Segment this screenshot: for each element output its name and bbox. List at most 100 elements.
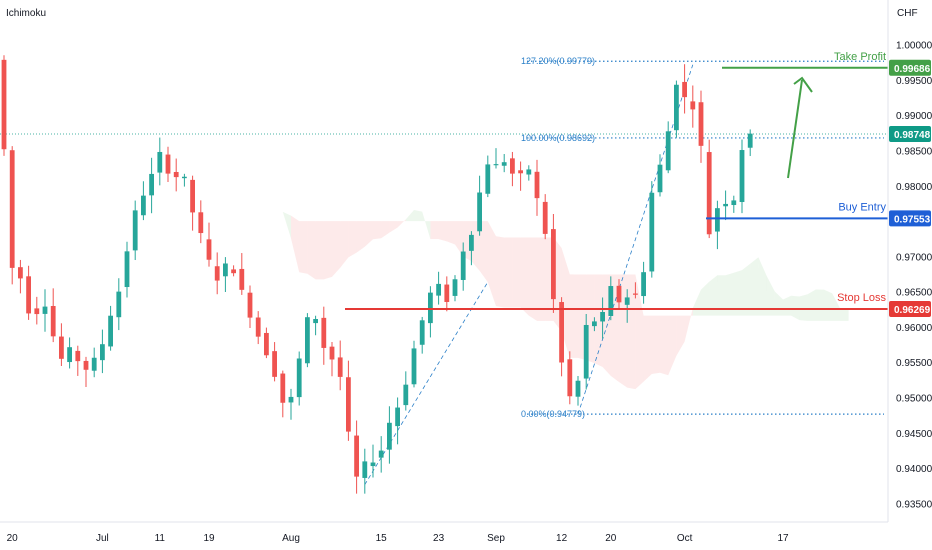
price-tick-label: 0.93500 (896, 499, 932, 510)
cloud-segment (651, 315, 660, 374)
candle-body (26, 276, 31, 314)
cloud-segment (299, 221, 308, 274)
candle-body (542, 201, 548, 234)
candle-body (641, 272, 646, 297)
candle-body (370, 462, 376, 467)
candle-body (682, 81, 687, 98)
cloud-segment (717, 275, 726, 316)
price-tick-label: 0.97000 (896, 252, 932, 263)
cloud-segment (709, 275, 718, 316)
cloud-segment (266, 198, 275, 211)
candle-body (608, 286, 614, 317)
cloud-segment (250, 189, 259, 194)
date-tick-label: 15 (376, 533, 388, 544)
candle-body (518, 170, 523, 174)
candle-body (501, 162, 507, 166)
candle-body (592, 321, 597, 327)
cloud-segment (660, 315, 669, 376)
cloud-segment (397, 219, 406, 228)
cloud-segment (479, 221, 488, 283)
cloud-segment (627, 274, 636, 390)
candle-body (616, 285, 622, 303)
candle-body (510, 158, 515, 174)
candle-body (18, 267, 23, 279)
candle-body (206, 239, 212, 260)
candle-body (116, 291, 122, 318)
candle-body (255, 317, 261, 337)
cloud-segment (381, 221, 390, 239)
candle-body (182, 176, 187, 179)
cloud-segment (815, 289, 824, 321)
cloud-segment (422, 211, 431, 240)
cloud-segment (348, 221, 357, 258)
candle-body (477, 192, 482, 232)
cloud-segment (225, 169, 234, 175)
candle-body (198, 212, 204, 234)
cloud-segment (340, 221, 349, 268)
candle-body (493, 164, 499, 166)
cloud-segment (824, 289, 833, 321)
ichimoku-cloud (217, 105, 849, 390)
candle-body (9, 150, 15, 268)
date-tick-label: Sep (487, 533, 505, 544)
candle-body (132, 210, 138, 251)
cloud-segment (496, 236, 505, 308)
candle-body (83, 360, 89, 370)
level-name-label: Take Profit (834, 51, 886, 63)
cloud-segment (701, 281, 710, 316)
cloud-segment (364, 221, 373, 247)
candle-body (337, 357, 343, 377)
level-price-label: 0.99686 (894, 64, 931, 75)
cloud-segment (438, 221, 447, 242)
candle-body (214, 266, 220, 281)
candle-body (600, 312, 605, 322)
candle-body (165, 154, 171, 174)
current-price-tag (889, 125, 931, 142)
currency-label: CHF (897, 8, 918, 19)
candle-body (124, 251, 130, 288)
cloud-segment (742, 263, 751, 316)
candle-body (444, 284, 450, 302)
price-tick-label: 0.99000 (896, 111, 932, 122)
candle-body (313, 319, 318, 324)
candle-body (633, 293, 638, 295)
candle-body (305, 317, 310, 364)
cloud-segment (332, 221, 341, 277)
cloud-segment (528, 237, 537, 321)
cloud-segment (463, 221, 472, 262)
level-price-label: 0.97553 (894, 214, 931, 225)
current-price-label: 0.98748 (894, 130, 931, 141)
candle-body (387, 422, 392, 450)
fib-trend-line (577, 64, 694, 415)
candle-body (288, 396, 294, 403)
cloud-segment (676, 315, 685, 356)
cloud-segment (668, 315, 677, 376)
date-tick-label: Jul (96, 533, 109, 544)
cloud-segment (807, 289, 816, 321)
candle-body (231, 269, 236, 274)
cloud-segment (233, 174, 242, 188)
candle-body (1, 59, 7, 150)
cloud-segment (487, 221, 496, 307)
candle-body (395, 407, 400, 427)
candle-body (715, 208, 720, 232)
date-tick-label: 19 (203, 533, 215, 544)
candle-body (649, 192, 655, 272)
price-tick-label: 0.99500 (896, 76, 932, 87)
candle-body (272, 351, 277, 377)
candle-body (108, 315, 113, 347)
candle-body (460, 251, 466, 280)
date-tick-label: 17 (777, 533, 789, 544)
cloud-segment (684, 308, 693, 342)
candle-body (280, 373, 286, 403)
candle-body (690, 101, 696, 110)
candle-body (67, 347, 72, 363)
price-tick-label: 0.95500 (896, 358, 932, 369)
price-tick-label: 1.00000 (896, 41, 932, 52)
candle-body (559, 302, 564, 363)
cloud-segment (692, 289, 701, 316)
cloud-segment (832, 293, 841, 321)
